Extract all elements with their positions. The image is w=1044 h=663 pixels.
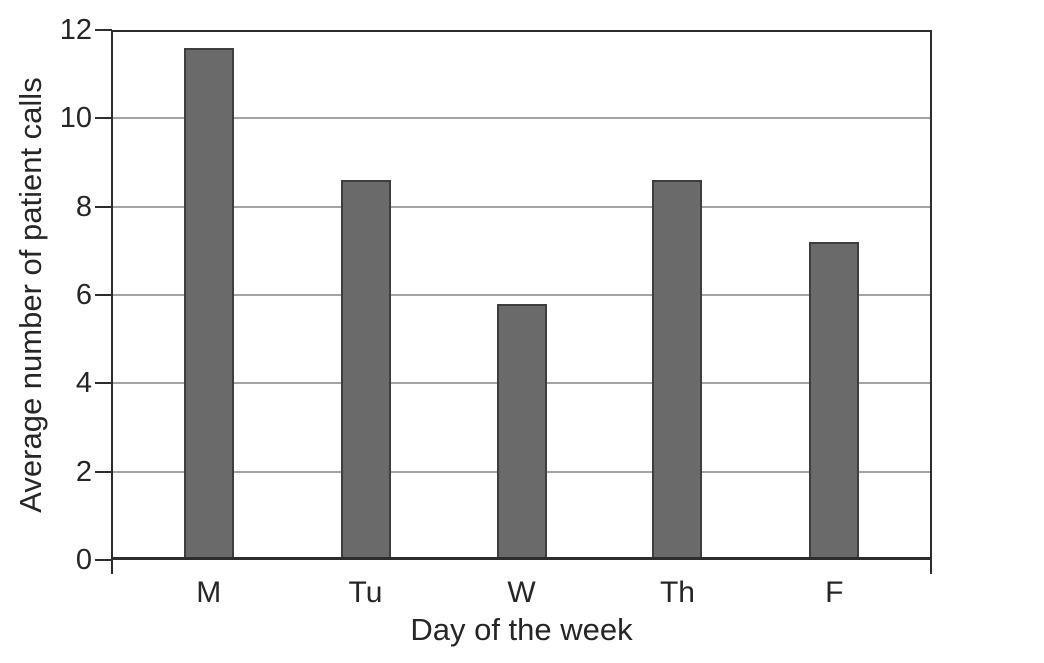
bar-M bbox=[183, 48, 234, 560]
y-tick-label-6: 6 bbox=[75, 279, 92, 311]
y-tick-mark-6 bbox=[95, 294, 112, 296]
right-spine-stub bbox=[930, 560, 932, 574]
x-tick-label-Tu: Tu bbox=[348, 576, 383, 609]
bar-W bbox=[496, 304, 547, 560]
y-tick-mark-0 bbox=[95, 559, 112, 561]
y-tick-label-12: 12 bbox=[59, 14, 92, 46]
y-tick-label-0: 0 bbox=[75, 544, 92, 576]
x-tick-label-M: M bbox=[196, 576, 222, 609]
x-tick-label-F: F bbox=[825, 576, 844, 609]
y-tick-label-2: 2 bbox=[75, 455, 92, 488]
gridline-y6 bbox=[111, 294, 932, 296]
left-spine-stub bbox=[111, 560, 113, 574]
y-tick-label-10: 10 bbox=[59, 102, 92, 135]
gridline-y8 bbox=[111, 205, 932, 208]
x-tick-label-Th: Th bbox=[659, 576, 695, 609]
bar-Th bbox=[652, 180, 703, 560]
y-tick-label-4: 4 bbox=[75, 367, 92, 400]
y-tick-mark-4 bbox=[95, 382, 112, 385]
gridline-y10 bbox=[111, 117, 932, 120]
y-tick-mark-12 bbox=[95, 29, 112, 31]
x-tick-label-W: W bbox=[507, 576, 536, 609]
plot-area bbox=[111, 30, 932, 560]
y-tick-mark-2 bbox=[95, 470, 112, 473]
bar-F bbox=[809, 242, 860, 560]
y-tick-mark-10 bbox=[95, 117, 112, 120]
y-tick-label-8: 8 bbox=[75, 190, 92, 223]
bar-Tu bbox=[340, 180, 391, 560]
y-tick-mark-8 bbox=[95, 205, 112, 208]
x-axis-title: Day of the week bbox=[410, 612, 633, 647]
